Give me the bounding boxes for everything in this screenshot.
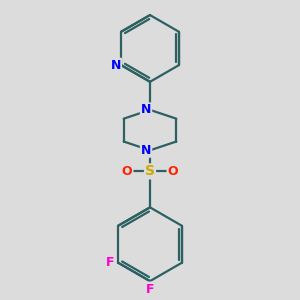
Text: N: N [111, 58, 121, 72]
Text: S: S [145, 164, 155, 178]
Text: O: O [167, 165, 178, 178]
Text: O: O [122, 165, 133, 178]
Text: N: N [141, 103, 151, 116]
Text: N: N [141, 144, 151, 157]
Text: F: F [146, 283, 154, 296]
Text: F: F [106, 256, 114, 269]
